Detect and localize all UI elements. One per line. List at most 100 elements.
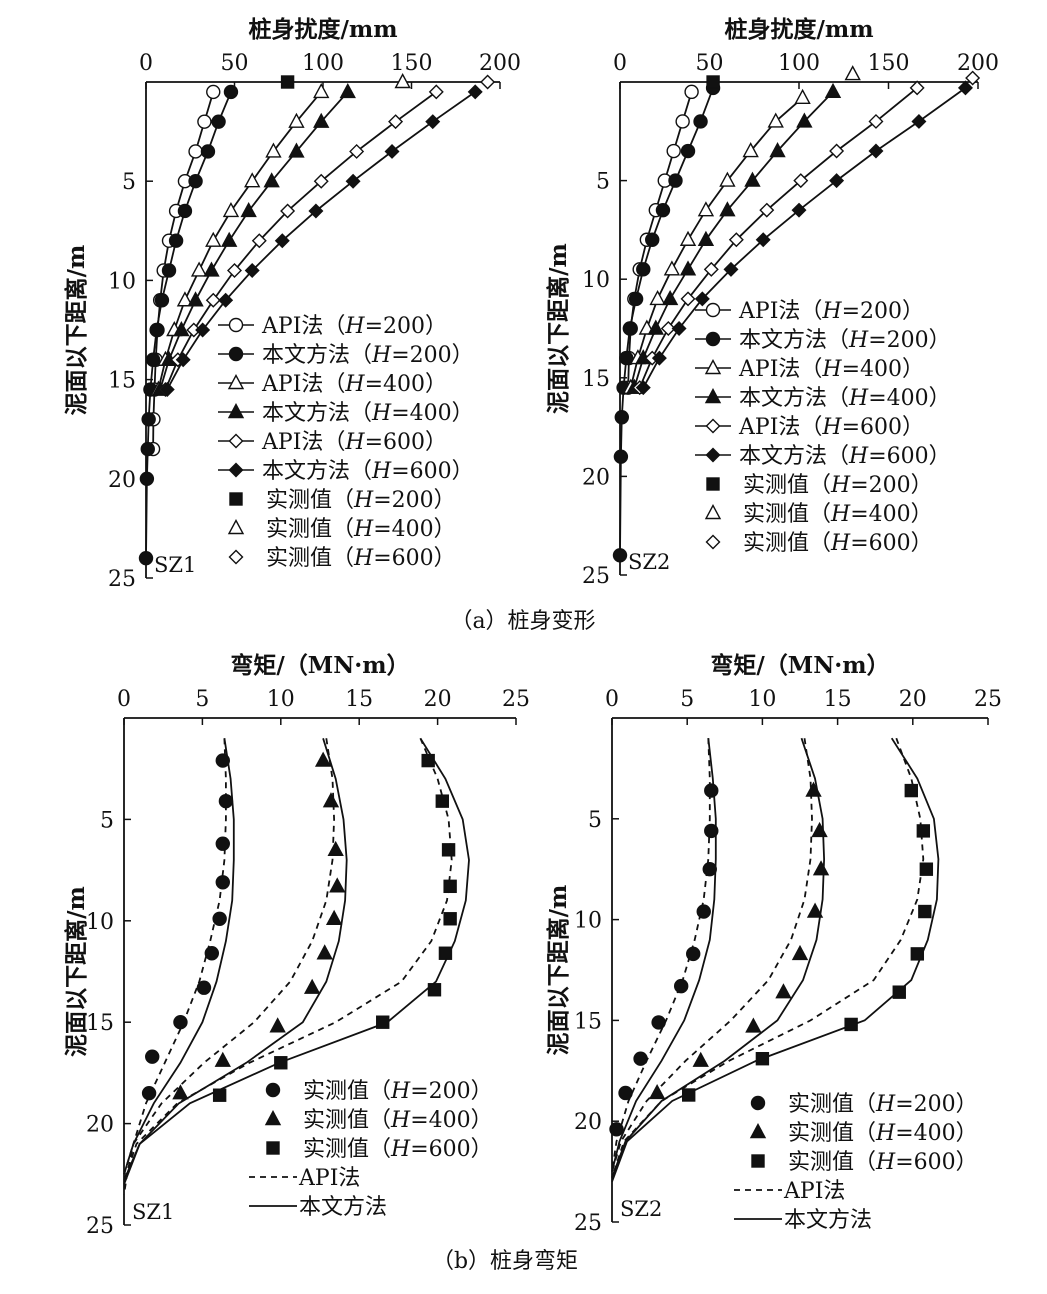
y-axis-title: 泥面以下距离/m	[63, 245, 90, 416]
legend-label: 实测值（H=400）	[743, 502, 933, 527]
data-point	[666, 143, 681, 159]
y-axis-title: 泥面以下距离/m	[63, 886, 90, 1057]
data-point	[684, 84, 699, 100]
legend-label: 本文方法	[784, 1208, 872, 1233]
data-point	[425, 114, 441, 130]
panel-label: SZ1	[132, 1200, 174, 1224]
data-point	[427, 983, 442, 997]
data-point	[441, 843, 456, 857]
data-point	[723, 261, 739, 277]
data-point	[325, 909, 343, 925]
legend-symbol	[749, 1123, 767, 1139]
data-point	[682, 1088, 696, 1102]
data-point	[349, 143, 365, 159]
legend-label: 实测值（H=200）	[266, 488, 456, 513]
legend-label: API法（H=200）	[738, 299, 924, 324]
data-point	[339, 82, 356, 99]
legend-label: 本文方法（H=600）	[262, 459, 474, 484]
series-line	[123, 737, 453, 1181]
legend-label: 实测值（H=200）	[303, 1079, 493, 1104]
data-point	[145, 352, 161, 367]
legend-symbol	[704, 359, 722, 375]
x-tick-label: 200	[957, 51, 999, 76]
data-point	[197, 114, 212, 129]
data-point	[910, 947, 925, 961]
y-tick-label: 10	[582, 268, 610, 293]
data-point	[680, 143, 696, 159]
data-point	[745, 1017, 762, 1033]
x-tick-label: 10	[267, 687, 295, 712]
data-point	[240, 201, 257, 218]
data-point	[288, 112, 305, 128]
data-point	[211, 114, 226, 129]
data-point	[384, 143, 400, 159]
data-point	[173, 1015, 188, 1030]
data-point	[703, 261, 719, 277]
data-point	[965, 70, 981, 86]
data-point	[322, 792, 340, 808]
series-line	[611, 738, 813, 1172]
data-point	[911, 113, 927, 129]
data-point	[443, 879, 457, 894]
legend: API法（H=200） 本文方法（H=200） API法（H=400） 本文方法（H=…	[218, 314, 474, 571]
chart-a-sz1: 0 50 100 150 200 5 10 15 20 25 桩身扰度/mm 泥面以下距离/m SZ1 A…	[63, 16, 521, 592]
data-point	[244, 172, 261, 188]
legend-label: API法	[783, 1179, 845, 1204]
data-point	[203, 261, 220, 277]
series-2	[611, 738, 813, 1172]
x-tick-label: 5	[680, 687, 694, 712]
legend-label: 实测值（H=200）	[743, 473, 933, 498]
data-point	[263, 172, 280, 188]
data-point	[308, 203, 324, 219]
legend-label: 本文方法（H=200）	[262, 343, 474, 368]
data-point	[139, 471, 155, 486]
legend-symbol	[705, 534, 721, 550]
data-point	[916, 824, 931, 838]
x-tick-label: 20	[899, 687, 927, 712]
legend-symbol	[228, 433, 244, 449]
data-point	[794, 88, 811, 104]
data-point	[329, 877, 346, 893]
legend-symbol	[706, 477, 720, 491]
data-point	[829, 143, 845, 159]
series-8	[965, 70, 981, 86]
data-point	[188, 144, 203, 159]
y-tick-label: 20	[574, 1110, 602, 1135]
series-7	[648, 781, 830, 1100]
data-point	[612, 548, 628, 563]
data-point	[175, 352, 191, 368]
data-point	[649, 289, 666, 306]
legend-symbol	[704, 504, 722, 520]
data-point	[918, 904, 932, 919]
legend-label: 实测值（H=600）	[743, 531, 933, 556]
y-tick-label: 15	[574, 1009, 602, 1034]
series-8	[212, 753, 457, 1102]
data-point	[316, 944, 333, 960]
data-point	[205, 292, 221, 308]
y-tick-label: 15	[86, 1011, 114, 1036]
data-point	[614, 410, 629, 425]
data-point	[694, 291, 710, 307]
data-point	[288, 142, 305, 158]
data-point	[438, 946, 453, 960]
data-point	[609, 1122, 624, 1137]
data-point	[159, 382, 175, 398]
caption-b: （b）桩身弯矩	[432, 1249, 578, 1274]
data-point	[769, 142, 786, 158]
data-point	[376, 1015, 390, 1029]
series-8	[682, 783, 934, 1102]
data-point	[428, 84, 444, 100]
data-point	[697, 230, 715, 246]
x-tick-label: 10	[748, 687, 776, 712]
x-tick-label: 150	[391, 51, 433, 76]
data-point	[728, 232, 744, 248]
caption-a: （a）桩身变形	[450, 609, 595, 634]
series-0	[123, 738, 227, 1195]
data-point	[742, 142, 759, 158]
data-point	[796, 112, 813, 128]
data-point	[844, 65, 861, 81]
data-point	[844, 1017, 858, 1032]
data-point	[651, 1015, 666, 1030]
x-tick-label: 200	[479, 51, 521, 76]
data-point	[636, 262, 651, 277]
